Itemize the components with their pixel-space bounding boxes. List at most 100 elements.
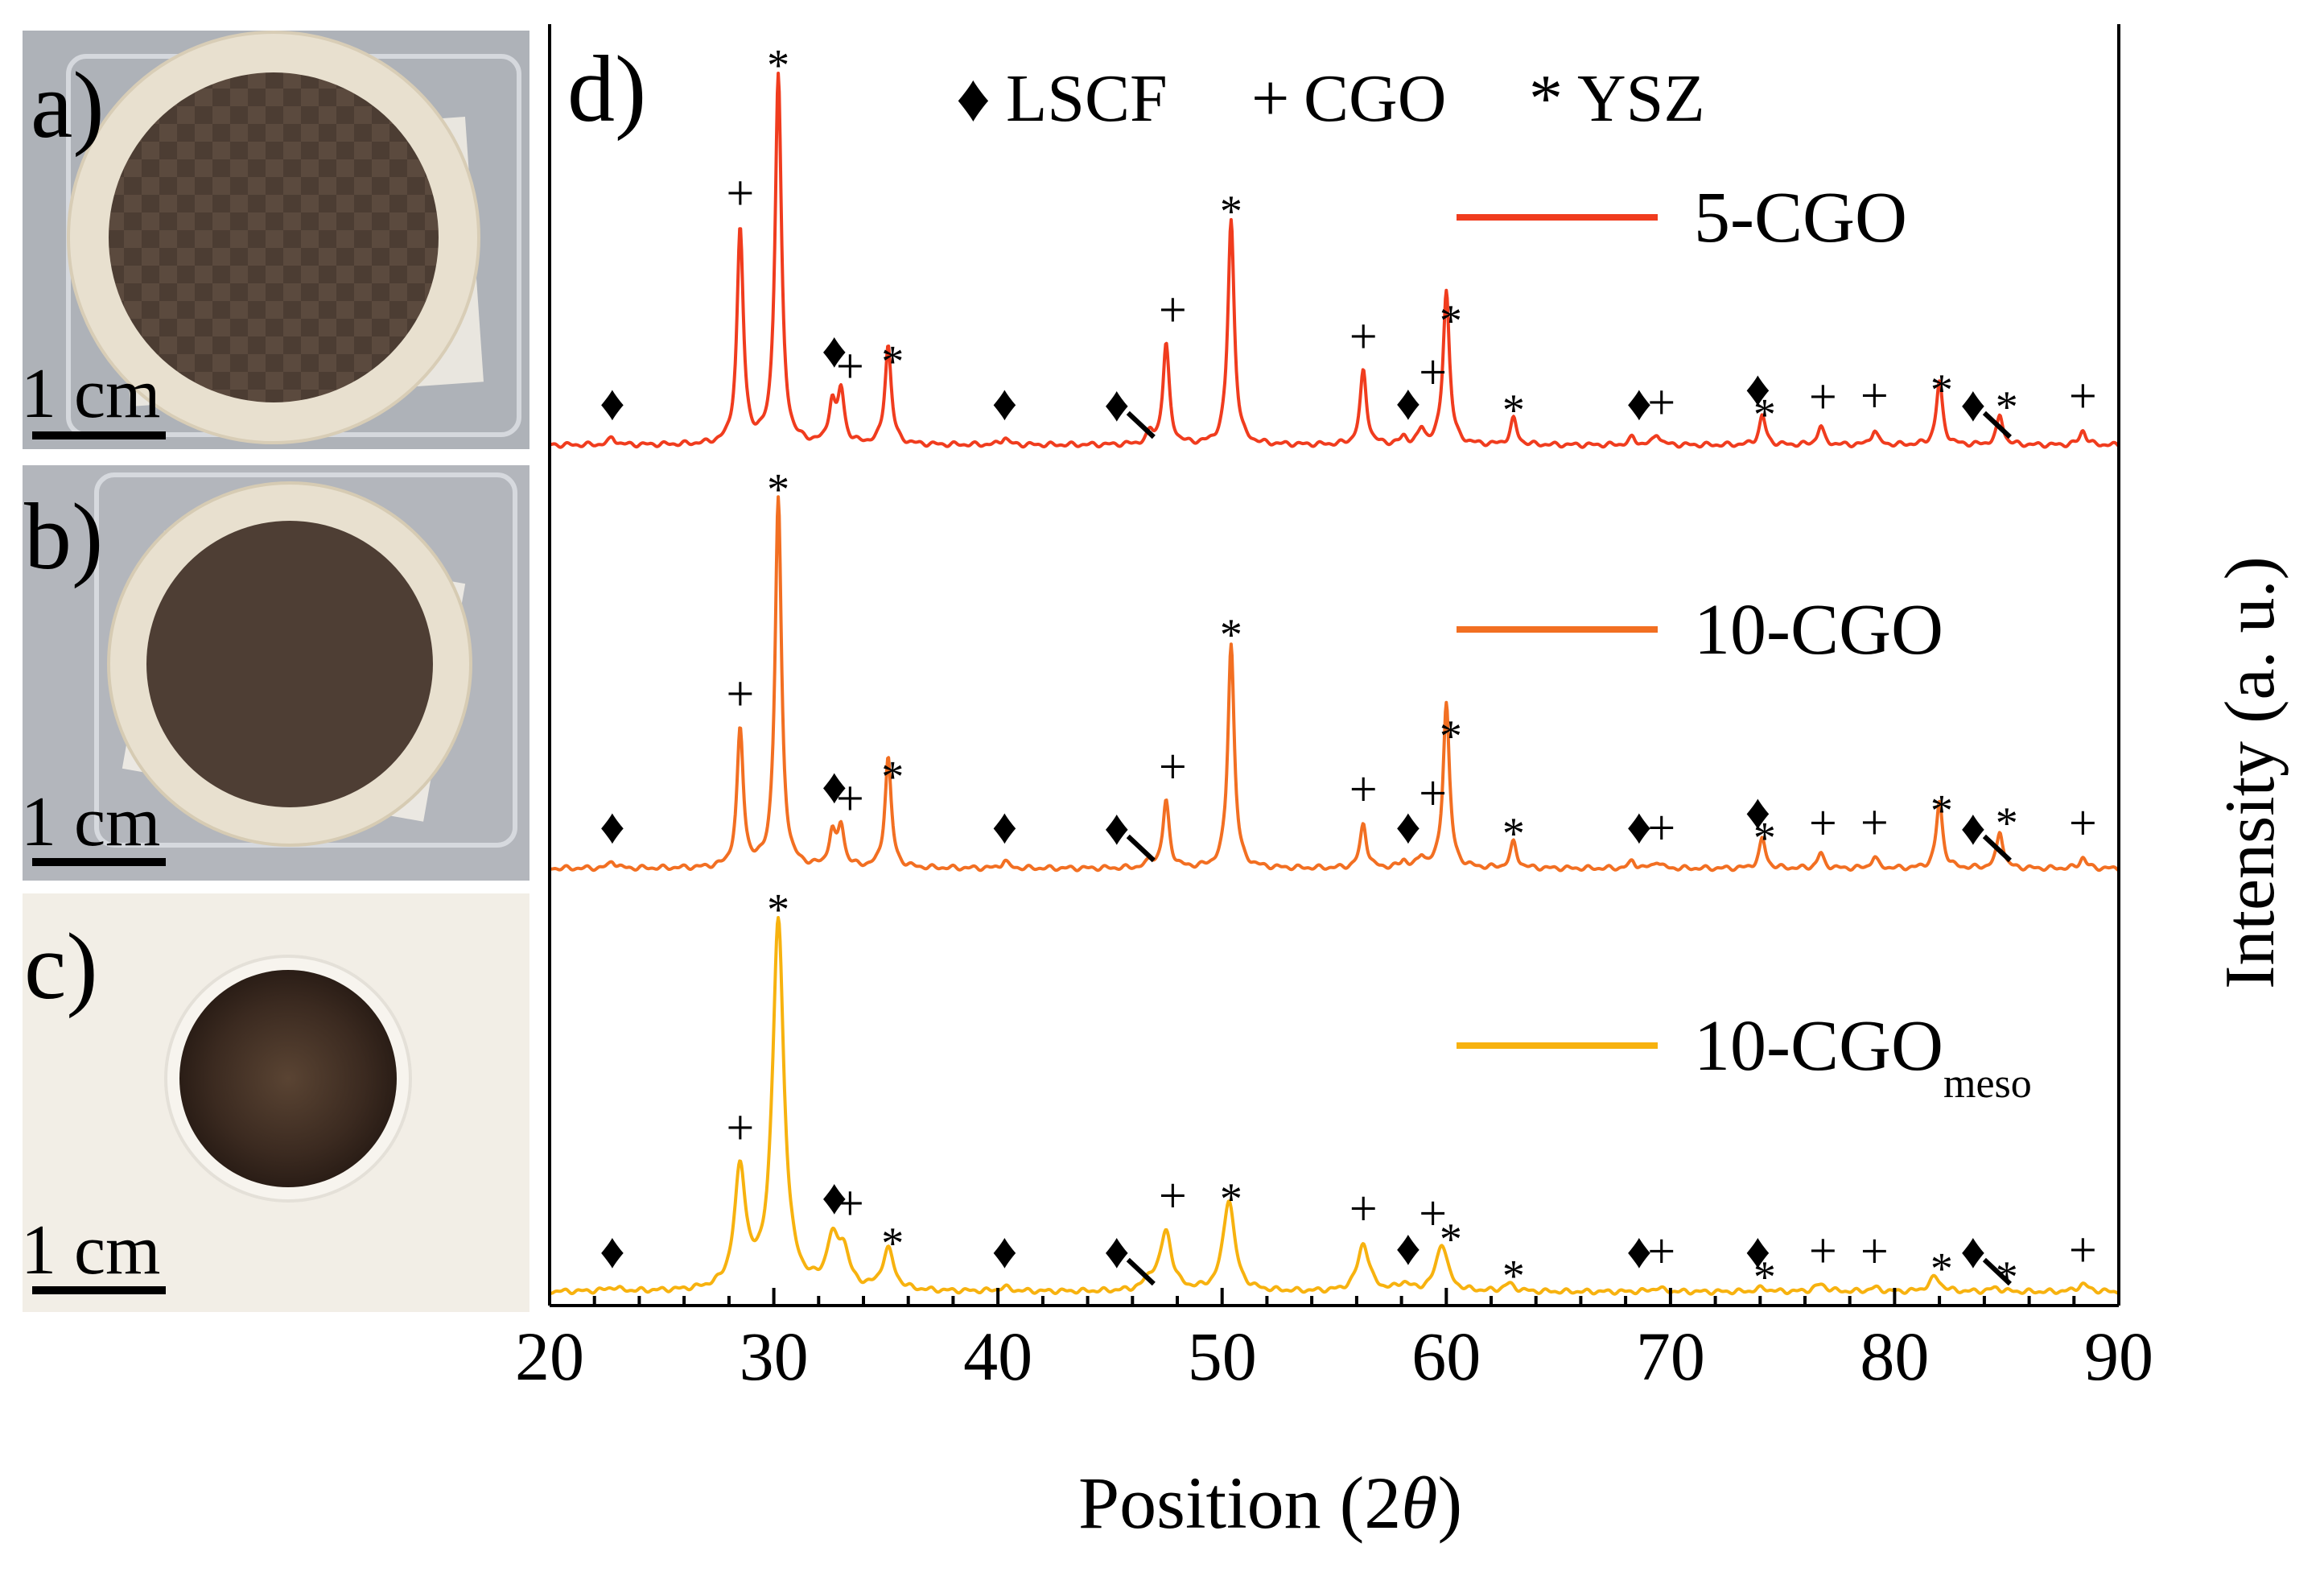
photo-a-label: a) [31, 52, 105, 158]
peak-marker-s2-23: * [1996, 1252, 2018, 1302]
photo-a-scale-bar [32, 431, 166, 439]
photo-c-scale-label: 1 cm [21, 1211, 161, 1289]
peak-marker-s2-1: + [726, 1100, 754, 1155]
peak-marker-s0-2: * [767, 41, 789, 91]
peak-marker-s2-9: * [1220, 1174, 1242, 1224]
peak-marker-s2-20: + [1860, 1224, 1889, 1279]
photo-b: b) 1 cm [21, 465, 529, 881]
peak-marker-s1-11: ♦ [1395, 799, 1421, 854]
x-tick-label-40: 40 [963, 1318, 1032, 1395]
peak-marker-s1-15: ♦ [1626, 799, 1652, 854]
peak-marker-s2-5: * [881, 1219, 904, 1269]
phase-legend-lscf-label: LSCF [1006, 61, 1168, 136]
peak-marker-s1-7: ♦ [1104, 801, 1130, 856]
peak-marker-s2-4: + [836, 1176, 864, 1231]
peak-marker-s0-20: + [1860, 369, 1889, 423]
peak-marker-s1-1: + [726, 667, 754, 722]
peak-marker-s2-18: * [1753, 1252, 1776, 1302]
peak-marker-s1-13: * [1440, 712, 1462, 761]
peak-marker-s0-19: + [1809, 370, 1837, 425]
x-tick-label-50: 50 [1188, 1318, 1257, 1395]
photo-b-label: b) [24, 484, 103, 589]
legend-label-10-CGOmeso: 10-CGOmeso [1694, 1006, 2032, 1107]
peak-leader-s2-22 [1982, 1257, 2012, 1286]
peak-marker-s0-6: ♦ [992, 376, 1018, 431]
phase-legend-lscf-marker: ♦ [956, 61, 991, 136]
peak-marker-s0-24: + [2069, 369, 2097, 424]
peak-marker-s0-10: + [1349, 310, 1378, 365]
phase-legend-ysz-label: YSZ [1577, 61, 1705, 136]
peak-leader-s1-7 [1126, 834, 1156, 863]
peak-marker-s2-15: ♦ [1626, 1224, 1652, 1279]
peak-marker-s2-11: ♦ [1395, 1221, 1421, 1276]
x-axis-title-prefix: Position (2 [1078, 1462, 1401, 1544]
peak-marker-s1-9: * [1220, 610, 1242, 660]
peak-marker-s0-3: ♦ [822, 324, 847, 378]
x-tick-label-20: 20 [515, 1318, 584, 1395]
peak-marker-s2-13: * [1440, 1215, 1462, 1265]
peak-marker-s0-8: + [1159, 283, 1187, 337]
peak-leader-s0-22 [1982, 411, 2012, 439]
peak-marker-s2-24: + [2069, 1223, 2097, 1278]
peak-marker-s2-21: * [1930, 1244, 1953, 1293]
x-tick-label-30: 30 [740, 1318, 809, 1395]
peak-marker-s1-24: + [2069, 796, 2097, 851]
peak-marker-s0-7: ♦ [1104, 378, 1130, 432]
series-line-10-CGO [549, 495, 2120, 873]
panel-d-label: d) [567, 36, 646, 142]
peak-marker-s2-6: ♦ [992, 1224, 1018, 1279]
legend-label-main-10-CGOmeso: 10-CGO [1694, 1006, 1943, 1086]
peak-marker-s1-16: + [1647, 801, 1675, 856]
peak-marker-s0-21: * [1930, 365, 1953, 415]
x-axis-title-theta: θ [1401, 1462, 1437, 1544]
series-line-10-CGOmeso [549, 916, 2120, 1296]
peak-marker-s2-17: ♦ [1745, 1224, 1771, 1279]
peak-marker-s1-5: * [881, 753, 904, 803]
series-layer [549, 72, 2120, 1296]
peak-marker-s2-2: * [767, 885, 789, 935]
peak-marker-s0-22: ♦ [1960, 378, 1986, 432]
photo-c-electrode [179, 970, 397, 1187]
peak-marker-s1-19: + [1809, 796, 1837, 851]
x-tick-label-70: 70 [1636, 1318, 1705, 1395]
peak-marker-s1-8: + [1159, 740, 1187, 794]
peak-marker-s1-3: ♦ [822, 759, 847, 814]
photo-a-electrode [109, 72, 439, 402]
phase-legend: ♦ LSCF + CGO * YSZ [956, 61, 1705, 136]
peak-marker-s0-0: ♦ [600, 376, 625, 431]
legend-label-sub-10-CGOmeso: meso [1943, 1061, 2032, 1107]
peak-marker-s0-17: ♦ [1745, 362, 1771, 417]
peak-marker-s1-17: ♦ [1745, 786, 1771, 840]
peak-marker-s0-9: * [1220, 187, 1242, 237]
peak-marker-s0-15: ♦ [1626, 376, 1652, 431]
photo-c-scale-bar [32, 1286, 166, 1294]
x-axis-title: Position (2θ) [1078, 1462, 1462, 1544]
peak-marker-s0-4: + [836, 339, 864, 394]
photo-b-electrode [146, 521, 433, 807]
photo-b-scale-bar [32, 858, 166, 866]
peak-marker-s1-2: * [767, 465, 789, 515]
peak-leader-s2-7 [1126, 1257, 1156, 1286]
peak-marker-s1-21: * [1930, 786, 1953, 836]
peak-annotation-layer: ♦+*♦+ *♦ ♦+*+♦+** ♦+ ♦* + + * ♦ * +♦+*♦+ *♦ ♦+*+♦+**… [600, 41, 2097, 1302]
peak-marker-s0-13: * [1440, 296, 1462, 346]
x-tick-label-60: 60 [1411, 1318, 1481, 1395]
peak-leader-s1-22 [1982, 834, 2012, 863]
x-axis-title-suffix: ) [1438, 1462, 1463, 1544]
legend-label-main-5-CGO: 5-CGO [1694, 178, 1907, 258]
peak-marker-s2-8: + [1159, 1169, 1187, 1223]
phase-legend-cgo-marker: + [1251, 61, 1289, 136]
photo-c-label: c) [24, 914, 98, 1019]
peak-marker-s2-14: * [1502, 1252, 1525, 1302]
peak-marker-s0-23: * [1996, 382, 2018, 432]
series-line-5-CGO [549, 72, 2120, 449]
peak-marker-s2-12: + [1419, 1186, 1447, 1241]
legend-label-10-CGO: 10-CGO [1694, 590, 1943, 670]
peak-marker-s0-5: * [881, 337, 904, 387]
peak-marker-s0-18: * [1753, 390, 1776, 440]
photo-a-scale-label: 1 cm [21, 355, 161, 433]
peak-marker-s0-16: + [1647, 375, 1675, 430]
peak-marker-s0-12: + [1419, 345, 1447, 400]
